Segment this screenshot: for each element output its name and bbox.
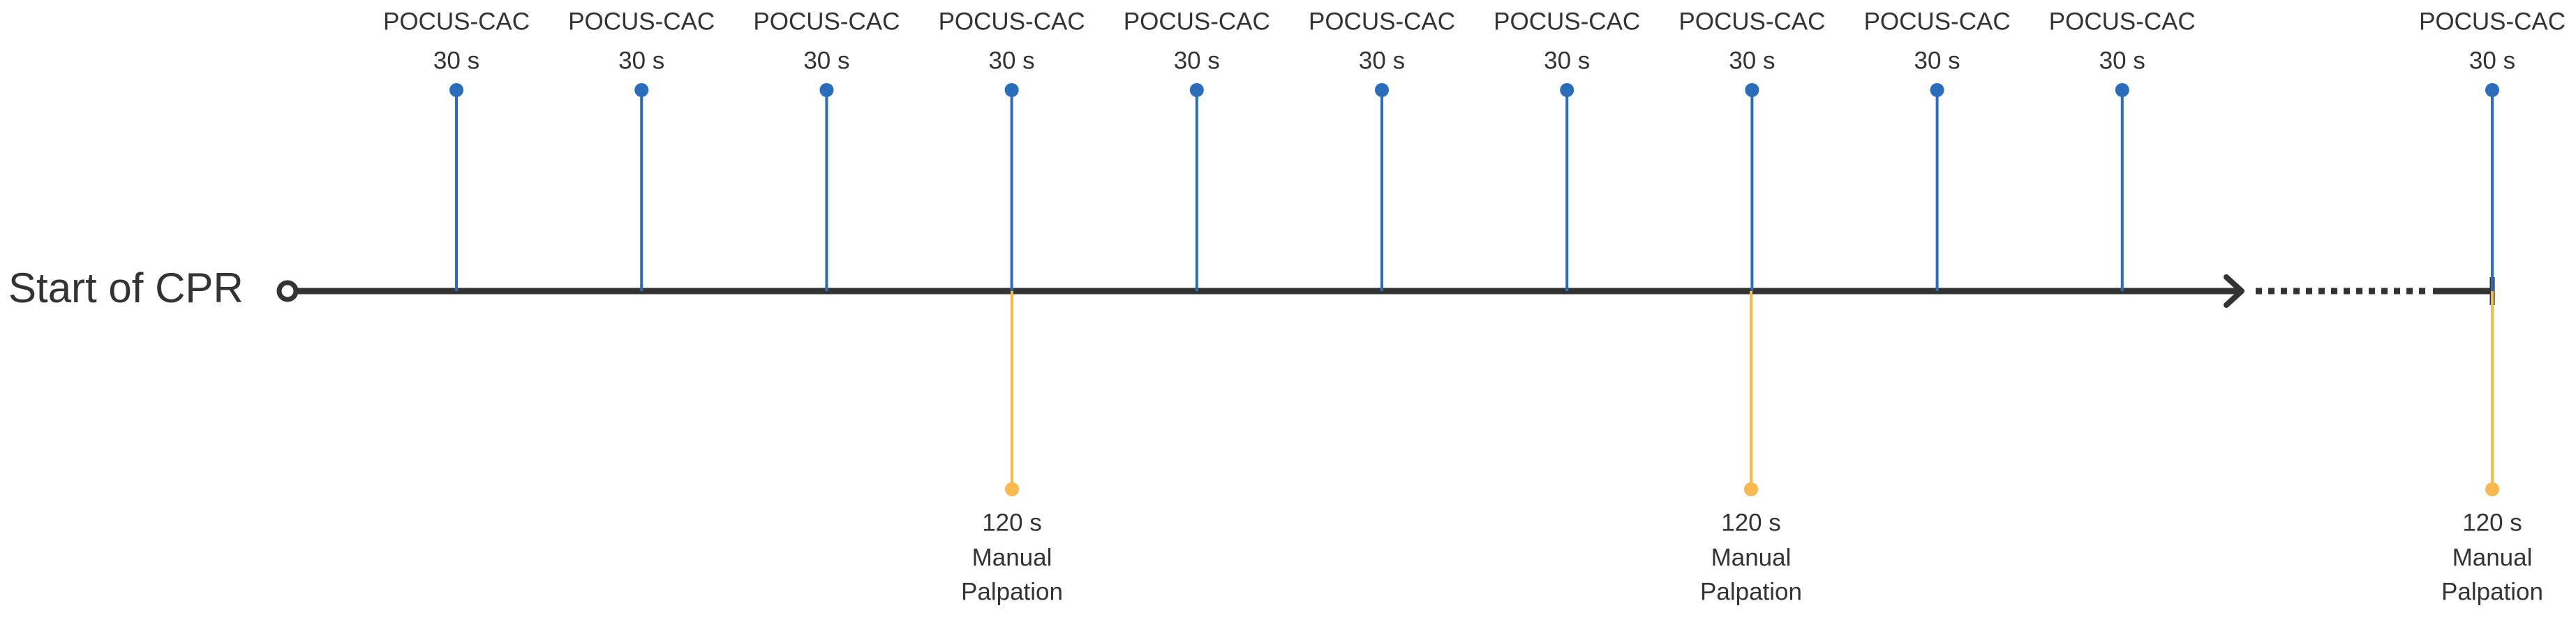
event-label: POCUS-CAC <box>1124 8 1270 35</box>
event-label: Palpation <box>961 578 1063 605</box>
event-dot <box>2485 83 2499 97</box>
event-time: 30 s <box>618 47 664 74</box>
event-time: 30 s <box>1544 47 1590 74</box>
event-dot <box>2115 83 2129 97</box>
event-dot <box>449 83 463 97</box>
event-time: 30 s <box>2099 47 2145 74</box>
event-label: POCUS-CAC <box>1309 8 1455 35</box>
event-label: POCUS-CAC <box>2049 8 2196 35</box>
event-time: 30 s <box>989 47 1035 74</box>
event-label: POCUS-CAC <box>1864 8 2011 35</box>
event-time: 120 s <box>1721 509 1781 536</box>
event-time: 120 s <box>2462 509 2522 536</box>
event-dot <box>1745 83 1759 97</box>
event-dot <box>634 83 649 97</box>
event-label: Manual <box>1711 544 1792 571</box>
event-dot <box>819 83 834 97</box>
event-time: 30 s <box>1729 47 1775 74</box>
event-label: Manual <box>2452 544 2533 571</box>
event-label: Manual <box>972 544 1052 571</box>
event-dot <box>1005 482 1019 496</box>
event-time: 120 s <box>982 509 1042 536</box>
event-time: 30 s <box>1914 47 1960 74</box>
event-dot <box>1375 83 1389 97</box>
event-label: Palpation <box>2441 578 2543 605</box>
event-time: 30 s <box>433 47 479 74</box>
event-time: 30 s <box>2469 47 2515 74</box>
event-label: POCUS-CAC <box>383 8 530 35</box>
event-time: 30 s <box>1174 47 1220 74</box>
event-label: POCUS-CAC <box>568 8 715 35</box>
event-dot <box>1744 482 1758 496</box>
start-marker <box>276 280 299 302</box>
event-label: POCUS-CAC <box>753 8 900 35</box>
event-time: 30 s <box>1359 47 1405 74</box>
event-label: POCUS-CAC <box>1494 8 1640 35</box>
event-dot <box>1930 83 1944 97</box>
event-label: POCUS-CAC <box>939 8 1085 35</box>
events: POCUS-CAC 30 s POCUS-CAC 30 s POCUS-CAC 30 s P… <box>383 8 2566 605</box>
start-label: Start of CPR <box>8 265 244 311</box>
event-label: POCUS-CAC <box>2419 8 2566 35</box>
event-time: 30 s <box>803 47 849 74</box>
axis-arrow <box>2224 274 2244 308</box>
event-dot <box>1004 83 1019 97</box>
event-label: Palpation <box>1700 578 1802 605</box>
event-dot <box>1560 83 1574 97</box>
event-dot <box>2485 482 2499 496</box>
event-label: POCUS-CAC <box>1678 8 1825 35</box>
event-dot <box>1189 83 1204 97</box>
